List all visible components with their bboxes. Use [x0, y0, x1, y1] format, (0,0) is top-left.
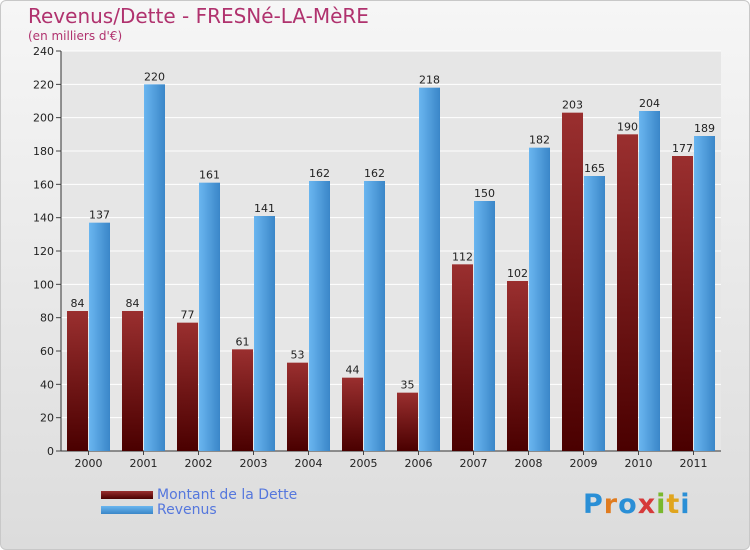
logo-letter: i: [680, 489, 691, 520]
data-label-revenus-2009: 165: [584, 162, 605, 175]
data-label-dette-2009: 203: [562, 99, 583, 112]
bar-revenus-2003: [254, 216, 275, 451]
data-label-dette-2007: 112: [452, 250, 473, 263]
bar-revenus-2006: [419, 87, 440, 452]
legend-item-revenus: Revenus: [101, 501, 297, 518]
x-tick-label: 2000: [75, 457, 103, 470]
data-label-dette-2006: 35: [401, 379, 415, 392]
bar-revenus-2004: [309, 181, 330, 451]
y-tick-label: 100: [33, 278, 54, 291]
data-label-dette-2000: 84: [71, 297, 85, 310]
legend-item-dette: Montant de la Dette: [101, 486, 298, 503]
bar-dette-2005: [342, 377, 363, 451]
y-tick-label: 20: [40, 412, 54, 425]
bar-dette-2006: [397, 392, 418, 451]
data-label-dette-2010: 190: [617, 120, 638, 133]
data-label-dette-2002: 77: [181, 309, 195, 322]
proxiti-logo: Proxiti: [583, 489, 691, 520]
data-label-revenus-2000: 137: [89, 209, 110, 222]
data-label-revenus-2007: 150: [474, 187, 495, 200]
bar-dette-2000: [67, 311, 88, 451]
bar-revenus-2001: [144, 84, 165, 451]
chart-title: Revenus/Dette - FRESNé-LA-MèRE: [28, 4, 369, 28]
chart-subtitle: (en milliers d'€): [28, 29, 123, 43]
data-label-dette-2005: 44: [346, 364, 360, 377]
bar-revenus-2000: [89, 222, 110, 451]
x-tick-label: 2004: [295, 457, 323, 470]
y-tick-label: 140: [33, 212, 54, 225]
x-tick-label: 2011: [680, 457, 708, 470]
logo-letter: r: [603, 489, 619, 520]
data-label-revenus-2006: 218: [419, 74, 440, 87]
legend: Montant de la Dette Revenus: [101, 486, 298, 518]
bar-revenus-2008: [529, 147, 550, 451]
legend-swatch-revenus: [101, 505, 153, 514]
data-label-revenus-2008: 182: [529, 134, 550, 147]
legend-label-revenus: Revenus: [157, 501, 217, 518]
data-label-revenus-2002: 161: [199, 169, 220, 182]
y-tick-label: 180: [33, 145, 54, 158]
y-tick-label: 60: [40, 345, 54, 358]
bar-dette-2008: [507, 281, 528, 451]
logo-letter: t: [666, 489, 681, 520]
x-tick-label: 2008: [515, 457, 543, 470]
logo-letter: P: [583, 489, 604, 520]
bar-dette-2001: [122, 311, 143, 451]
y-tick-label: 160: [33, 178, 54, 191]
data-label-revenus-2004: 162: [309, 167, 330, 180]
logo-letter: i: [656, 489, 667, 520]
data-label-revenus-2005: 162: [364, 167, 385, 180]
bar-dette-2003: [232, 349, 253, 451]
data-label-revenus-2003: 141: [254, 202, 275, 215]
data-label-revenus-2010: 204: [639, 97, 660, 110]
x-tick-label: 2002: [185, 457, 213, 470]
bar-dette-2010: [617, 134, 638, 452]
y-tick-label: 220: [33, 78, 54, 91]
data-label-dette-2011: 177: [672, 142, 693, 155]
logo-letter: o: [618, 489, 638, 520]
logo-letter: x: [637, 489, 657, 520]
x-tick-label: 2003: [240, 457, 268, 470]
data-label-dette-2008: 102: [507, 267, 528, 280]
y-tick-label: 40: [40, 378, 54, 391]
bar-dette-2002: [177, 322, 198, 451]
bar-dette-2009: [562, 112, 583, 452]
data-label-dette-2003: 61: [236, 335, 250, 348]
bar-revenus-2010: [639, 111, 660, 451]
bar-revenus-2002: [199, 182, 220, 451]
data-label-dette-2004: 53: [291, 349, 305, 362]
x-tick-label: 2007: [460, 457, 488, 470]
bar-revenus-2011: [694, 136, 715, 451]
bar-revenus-2009: [584, 176, 605, 451]
data-label-revenus-2001: 220: [144, 70, 165, 83]
legend-label-dette: Montant de la Dette: [157, 486, 298, 503]
data-label-dette-2001: 84: [126, 297, 140, 310]
y-tick-label: 240: [33, 45, 54, 58]
x-tick-label: 2010: [625, 457, 653, 470]
y-tick-label: 0: [47, 445, 54, 458]
x-tick-label: 2001: [130, 457, 158, 470]
y-tick-label: 80: [40, 312, 54, 325]
x-tick-label: 2009: [570, 457, 598, 470]
bar-dette-2011: [672, 156, 693, 451]
bar-dette-2007: [452, 264, 473, 451]
bar-revenus-2007: [474, 201, 495, 451]
data-label-revenus-2011: 189: [694, 122, 715, 135]
legend-swatch-dette: [101, 490, 153, 499]
y-tick-label: 200: [33, 112, 54, 125]
y-tick-label: 120: [33, 245, 54, 258]
x-tick-label: 2006: [405, 457, 433, 470]
bar-dette-2004: [287, 362, 308, 451]
bar-revenus-2005: [364, 181, 385, 451]
x-tick-label: 2005: [350, 457, 378, 470]
